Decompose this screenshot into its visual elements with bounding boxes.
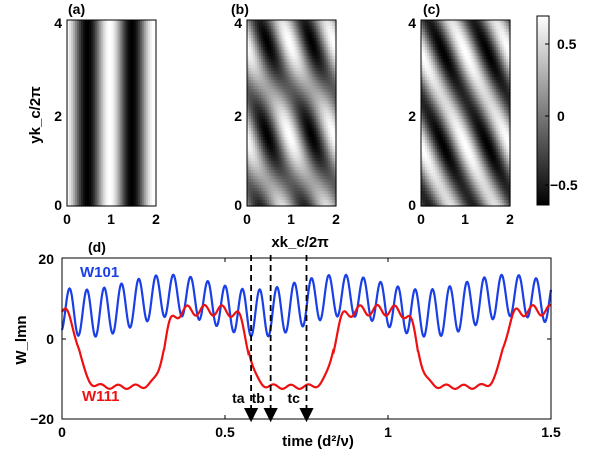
panel-c-xtick-0: 0 xyxy=(417,211,425,227)
marker-label-tb: tb xyxy=(252,390,265,406)
panel-b-xtick-2: 2 xyxy=(332,211,340,227)
panel-a-xtick-0: 0 xyxy=(63,211,71,227)
panel-d-label: (d) xyxy=(88,239,106,255)
panel-a-xtick-1: 1 xyxy=(107,211,115,227)
colorbar-tick-minus-0.5: −0.5 xyxy=(550,177,578,193)
panel-a-label: (a) xyxy=(68,1,85,17)
colorbar: 0.5 0 −0.5 xyxy=(537,16,578,205)
panel-a-ytick-4: 4 xyxy=(54,15,62,31)
xtick-0.5: 0.5 xyxy=(215,424,235,440)
ytick-20: 20 xyxy=(38,251,54,267)
ytick-0: 0 xyxy=(46,331,54,347)
panel-b-ytick-0: 0 xyxy=(234,197,242,213)
marker-label-ta: ta xyxy=(232,390,245,406)
colorbar-tick-0.5: 0.5 xyxy=(557,36,577,52)
xtick-1.5: 1.5 xyxy=(541,424,561,440)
top-ylabel: yk_c/2π xyxy=(27,86,44,144)
xtick-1: 1 xyxy=(384,424,392,440)
panel-c-ytick-2: 2 xyxy=(408,108,416,124)
panel-a-ytick-0: 0 xyxy=(54,197,62,213)
panel-c-xtick-1: 1 xyxy=(461,211,469,227)
panel-b: (b) 0 2 4 0 1 2 xk_c/2π xyxy=(231,1,340,251)
colorbar-tick-0: 0 xyxy=(557,108,565,124)
xtick-0: 0 xyxy=(58,424,66,440)
panel-c-ytick-0: 0 xyxy=(408,197,416,213)
panel-c-label: (c) xyxy=(423,1,440,17)
panel-c: (c) 0 2 4 0 1 2 xyxy=(408,1,514,227)
series-label-w111: W111 xyxy=(82,388,120,405)
series-label-w101: W101 xyxy=(80,264,119,281)
panel-b-ytick-2: 2 xyxy=(234,108,242,124)
marker-label-tc: tc xyxy=(288,390,301,406)
y-axis-label: W_lmn xyxy=(13,315,30,364)
panel-a-image xyxy=(67,20,157,207)
panel-b-xtick-0: 0 xyxy=(243,211,251,227)
panel-a-ytick-2: 2 xyxy=(54,108,62,124)
ytick-minus-20: −20 xyxy=(30,411,54,427)
panel-c-xtick-2: 2 xyxy=(506,211,514,227)
panel-b-xtick-1: 1 xyxy=(287,211,295,227)
panel-b-image xyxy=(247,20,337,207)
panel-a-xtick-2: 2 xyxy=(152,211,160,227)
panel-c-ytick-4: 4 xyxy=(408,15,416,31)
time-series-curves xyxy=(62,275,551,389)
panel-b-ytick-4: 4 xyxy=(234,15,242,31)
panel-c-image xyxy=(421,20,511,207)
x-axis-label: time (d²/ν) xyxy=(282,433,354,450)
panel-a: (a) 0 2 4 0 1 2 xyxy=(54,1,160,227)
top-xlabel: xk_c/2π xyxy=(271,234,329,251)
